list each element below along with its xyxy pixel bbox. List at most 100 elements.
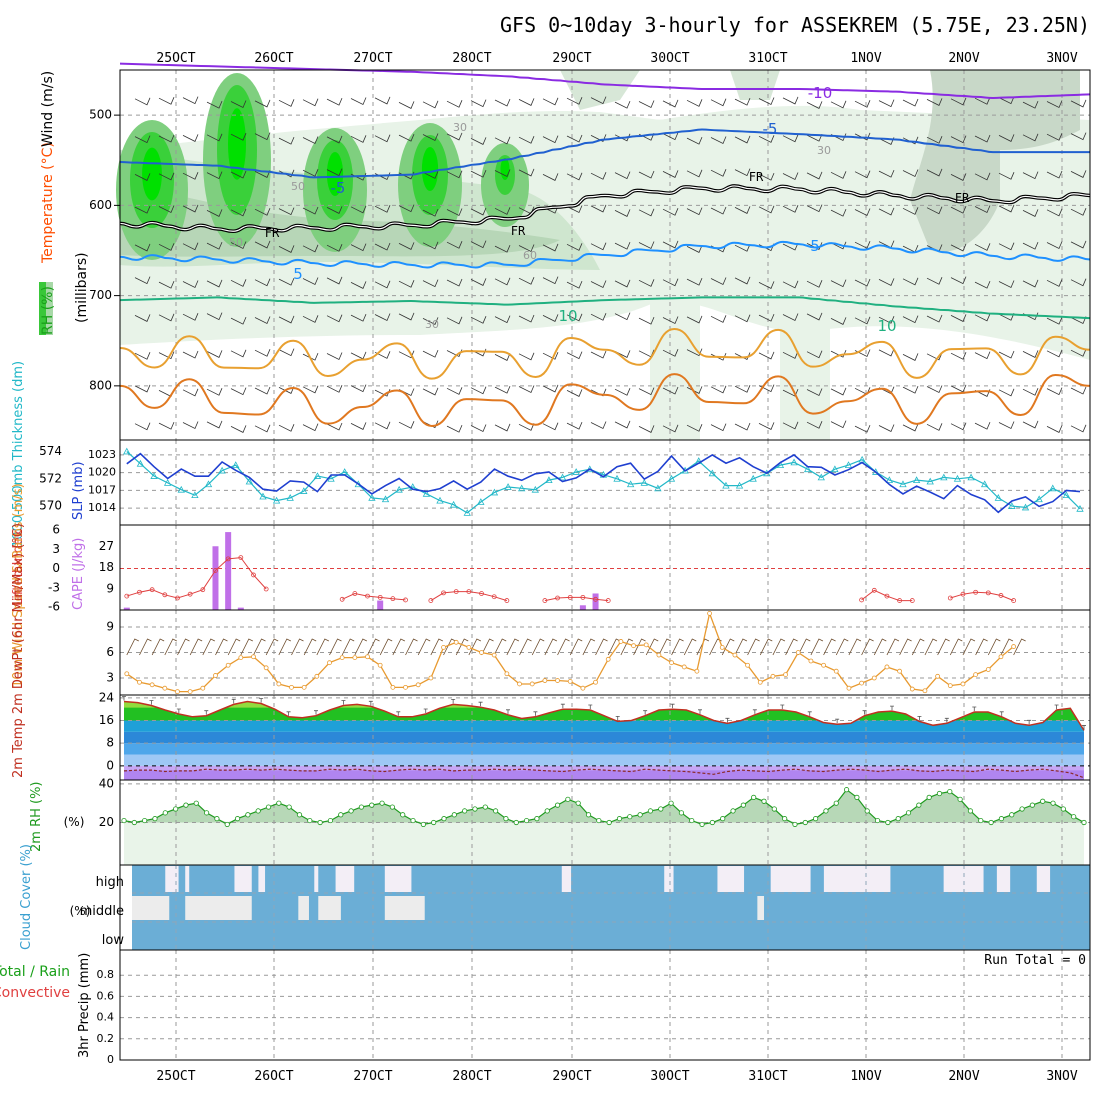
thickness-point bbox=[300, 487, 308, 494]
wind-barb bbox=[758, 97, 775, 106]
wind-barb bbox=[470, 207, 487, 216]
wind-barb bbox=[1022, 100, 1039, 109]
tick-label: 0 bbox=[107, 1053, 114, 1066]
wind-barb bbox=[254, 278, 271, 287]
thickness-point bbox=[136, 459, 145, 467]
wind10m-point bbox=[947, 683, 953, 689]
lifted-index-point bbox=[504, 598, 510, 603]
wind10m-barb bbox=[240, 638, 253, 656]
tick-label: 700 bbox=[89, 288, 112, 302]
wind-barb bbox=[494, 244, 511, 253]
rh2m-point bbox=[802, 819, 808, 826]
rh2m-point bbox=[255, 808, 261, 814]
wind10m-point bbox=[124, 671, 130, 677]
wind10m-point bbox=[491, 652, 497, 658]
cloud-level-high: high bbox=[96, 875, 124, 890]
wind-barb bbox=[878, 169, 895, 178]
rh2m-point bbox=[523, 817, 530, 824]
wind-barb bbox=[350, 205, 367, 214]
ylabel-temperature: Temperature (°C) bbox=[40, 142, 56, 264]
wind10m-barb bbox=[468, 638, 482, 656]
wind-barb bbox=[446, 132, 463, 141]
wind10m-point bbox=[833, 668, 839, 674]
lifted-index-segment bbox=[430, 591, 508, 602]
wind10m-barb bbox=[455, 638, 469, 656]
ylabel-wind10m: 10m Wind Speed & Barbs (m/s) bbox=[11, 483, 26, 688]
rh2m-line bbox=[123, 788, 1085, 826]
wind-barb bbox=[638, 425, 655, 433]
temp-minmax-tick bbox=[835, 718, 840, 724]
wind-barb bbox=[542, 276, 559, 285]
tick-label: 1014 bbox=[88, 501, 116, 514]
wind-barb bbox=[710, 277, 727, 286]
rh2m-point bbox=[1081, 819, 1087, 826]
wind-barb bbox=[254, 424, 271, 433]
wind-barb bbox=[422, 349, 439, 358]
wind-barb bbox=[902, 136, 919, 145]
wind-barb bbox=[278, 136, 295, 145]
thickness-point bbox=[204, 480, 213, 488]
wind10m-barb bbox=[557, 638, 570, 656]
wind-barb bbox=[494, 169, 511, 178]
wind-barb bbox=[254, 170, 271, 178]
rh2m-point bbox=[854, 794, 860, 800]
wind10m-point bbox=[808, 658, 814, 664]
tick-label: 800 bbox=[89, 378, 112, 392]
rh2m-point bbox=[534, 816, 540, 822]
wind-barb bbox=[278, 315, 295, 324]
rh2m-point bbox=[740, 802, 746, 808]
rh2m-point bbox=[1050, 800, 1056, 806]
wind-barb bbox=[974, 172, 991, 181]
rh-label-60: 60 bbox=[523, 249, 537, 262]
wind-barb bbox=[782, 421, 799, 430]
wind-barb bbox=[782, 280, 799, 289]
rh2m-point bbox=[307, 817, 313, 824]
li-cape-panel: 6 3 0 -3 -6 9 18 27 Lifted Index CAPE (J/kg) bbox=[11, 523, 1091, 614]
wind-barb bbox=[182, 242, 199, 251]
wind-barb bbox=[326, 314, 343, 323]
thickness-point bbox=[953, 474, 962, 482]
wind-barb bbox=[134, 173, 151, 181]
wind-barb bbox=[278, 245, 295, 253]
wind-barb bbox=[326, 385, 343, 393]
ylabel-millibars: (millibars) bbox=[74, 252, 90, 323]
wind10m-barb bbox=[772, 638, 786, 656]
wind10m-barb bbox=[797, 638, 811, 656]
wind-barb bbox=[470, 99, 487, 108]
rh2m-point bbox=[389, 804, 395, 810]
cape-bar bbox=[377, 600, 384, 610]
thickness-point bbox=[776, 461, 785, 469]
wind-barb bbox=[1070, 349, 1087, 357]
tick-label: 20 bbox=[99, 815, 114, 829]
wind-barb bbox=[830, 171, 847, 179]
tick-label: 0.2 bbox=[97, 1032, 115, 1045]
tick-label: 600 bbox=[89, 198, 112, 212]
wind10m-barb bbox=[291, 638, 304, 656]
wind10m-barbs bbox=[126, 638, 1026, 656]
thickness-point bbox=[368, 494, 376, 501]
temp-minmax-tick bbox=[204, 710, 209, 715]
rh-label-30-c: 30 bbox=[425, 318, 439, 331]
wind-barb bbox=[302, 423, 319, 432]
wind-barb bbox=[134, 205, 151, 214]
wind-barb bbox=[1022, 241, 1039, 250]
wind-barb bbox=[206, 388, 223, 396]
cloud-clear-gap bbox=[234, 866, 252, 892]
wind-barb bbox=[182, 388, 199, 397]
wind10m-point bbox=[960, 681, 966, 687]
tick-label: 18 bbox=[99, 560, 114, 574]
bottom-date-label: 3NOV bbox=[1046, 1069, 1077, 1084]
wind10m-barb bbox=[949, 638, 963, 656]
wind-barb bbox=[1046, 100, 1063, 109]
wind-barb bbox=[590, 96, 607, 105]
rh2m-point bbox=[637, 812, 643, 818]
wind-barb bbox=[566, 389, 583, 397]
lifted-index-point bbox=[187, 591, 193, 597]
wind10m-barb bbox=[823, 638, 836, 656]
wind-barb bbox=[1022, 133, 1039, 142]
wind10m-point bbox=[884, 664, 890, 670]
wind10m-barb bbox=[265, 638, 279, 656]
thickness-point bbox=[572, 468, 580, 475]
wind-barb bbox=[182, 350, 199, 359]
